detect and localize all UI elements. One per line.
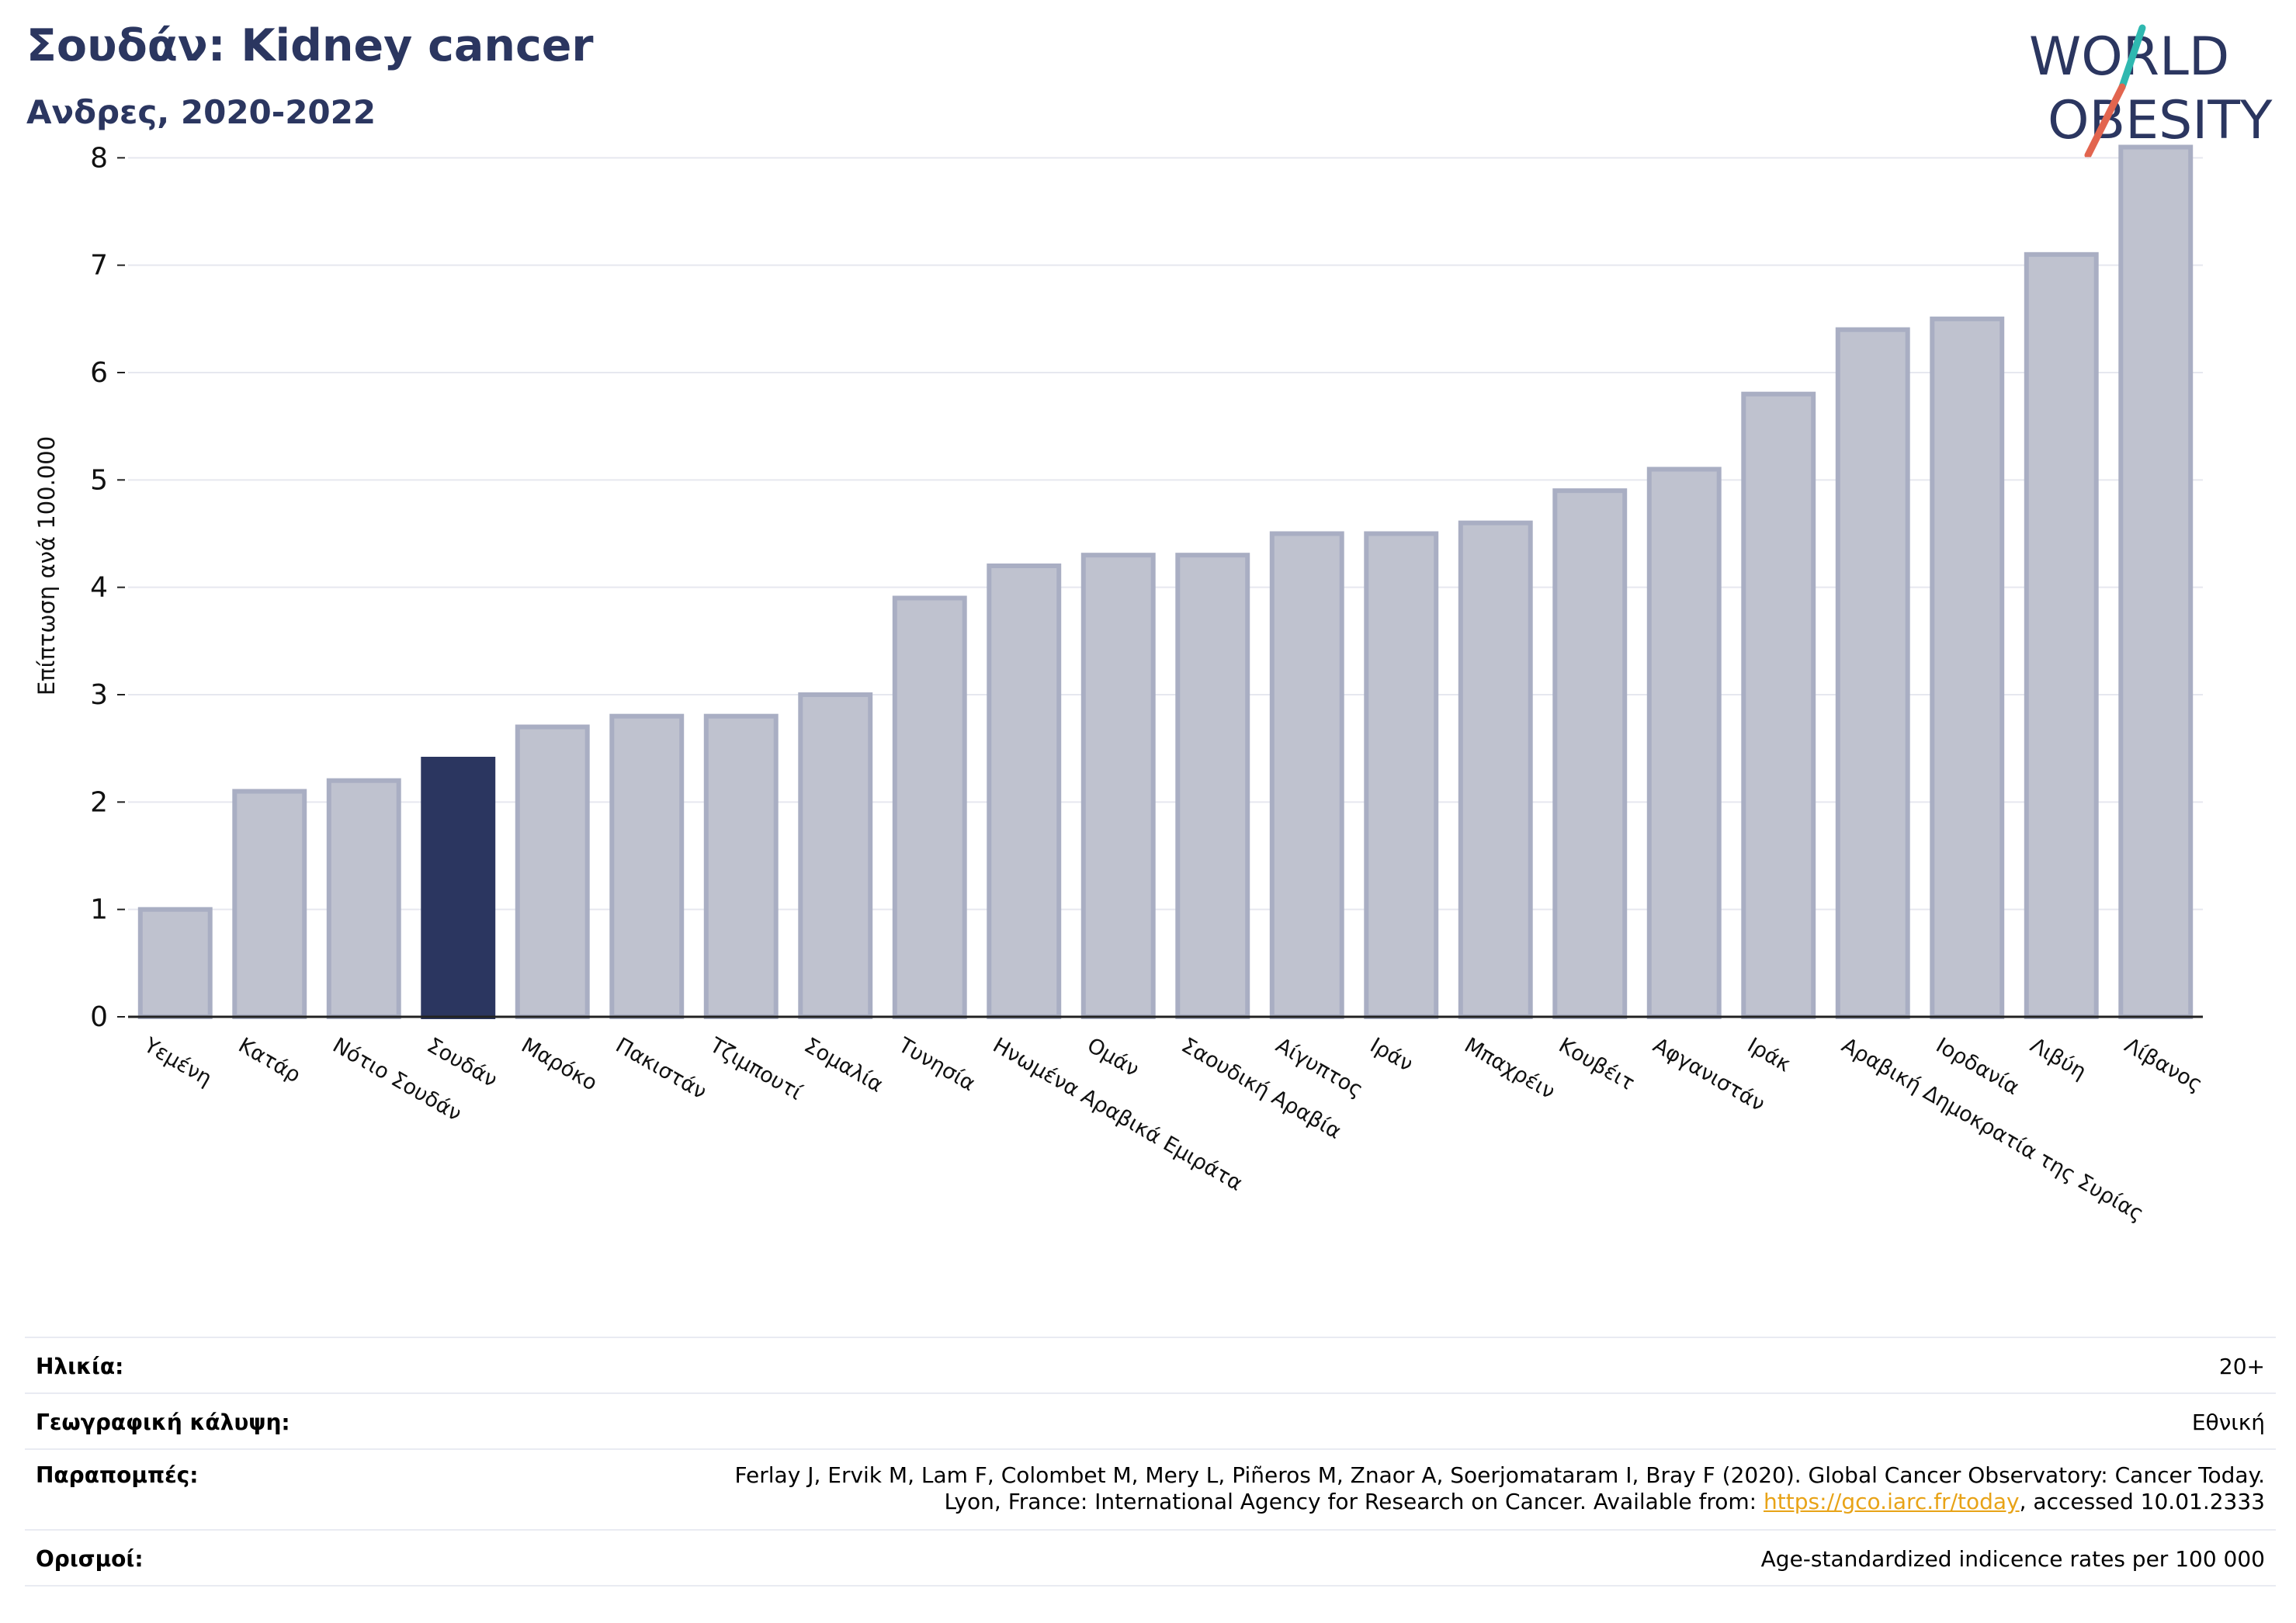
bar-highlighted: [421, 757, 496, 1019]
y-tick-label: 6: [90, 357, 108, 389]
bar: [703, 713, 779, 1020]
bar: [1646, 466, 1722, 1019]
references-link[interactable]: https://gco.iarc.fr/today: [1764, 1489, 2020, 1514]
x-tick-label: Κουβέιτ: [1555, 1033, 1639, 1095]
x-tick-label: Πακιστάν: [612, 1033, 711, 1105]
info-row-age: Ηλικία: 20+: [25, 1338, 2276, 1394]
y-axis-label: Επίπτωση ανά 100.000: [33, 436, 60, 695]
bar: [1458, 520, 1533, 1019]
x-tick-label: Σαουδική Αραβία: [1177, 1033, 1345, 1144]
coverage-value: Εθνική: [2191, 1410, 2265, 1435]
bar: [1364, 531, 1439, 1019]
y-tick-label: 5: [90, 464, 108, 496]
x-tick-label: Ιράν: [1366, 1033, 1417, 1077]
bar: [987, 564, 1062, 1019]
y-tick-label: 3: [90, 679, 108, 711]
x-tick-label: Ιράκ: [1743, 1033, 1795, 1077]
x-tick-label: Σομαλία: [800, 1033, 887, 1098]
x-tick-label: Υεμένη: [139, 1033, 216, 1091]
y-tick-label: 2: [90, 786, 108, 818]
definitions-label: Ορισμοί:: [36, 1546, 144, 1572]
y-tick-labels: 0 1 2 3 4 5 6 7 8: [90, 142, 125, 1033]
references-line-2-suffix: , accessed 10.01.2333: [2019, 1489, 2265, 1514]
page-title: Σουδάν: Kidney cancer: [26, 20, 594, 71]
y-tick-label: 4: [90, 572, 108, 604]
references-label: Παραπομπές:: [36, 1462, 199, 1488]
bar: [1835, 327, 1910, 1019]
bar: [1269, 531, 1344, 1019]
info-row-coverage: Γεωγραφική κάλυψη: Εθνική: [25, 1394, 2276, 1450]
info-row-references: Παραπομπές: Ferlay J, Ervik M, Lam F, Co…: [25, 1450, 2276, 1531]
x-tick-label: Κατάρ: [234, 1033, 305, 1087]
logo-slash-teal: [2118, 24, 2146, 91]
bar: [892, 595, 967, 1019]
y-tick-label: 7: [90, 250, 108, 282]
references-line-2: Lyon, France: International Agency for R…: [734, 1489, 2265, 1515]
info-row-definitions: Ορισμοί: Age-standardized indicence rate…: [25, 1531, 2276, 1587]
page-subtitle: Ανδρες, 2020-2022: [26, 93, 376, 131]
coverage-label: Γεωγραφική κάλυψη:: [36, 1410, 290, 1435]
x-tick-label: Μαρόκο: [517, 1033, 601, 1095]
bar: [515, 724, 590, 1019]
bars: [137, 144, 2194, 1020]
age-value: 20+: [2218, 1354, 2265, 1379]
references-line-2-prefix: Lyon, France: International Agency for R…: [944, 1489, 1764, 1514]
x-tick-label: Σουδάν: [423, 1033, 501, 1092]
bar: [1930, 316, 2005, 1020]
x-tick-label: Μπαχρέιν: [1460, 1033, 1559, 1104]
x-tick-label: Τζιμπουτί: [705, 1033, 806, 1105]
y-tick-label: 1: [90, 894, 108, 926]
x-tick-label: Λίβανος: [2121, 1033, 2207, 1097]
bar: [609, 713, 685, 1020]
y-tick-label: 8: [90, 142, 108, 174]
x-tick-label: Λιβύη: [2026, 1033, 2090, 1084]
world-obesity-logo: WORLD OBESITY: [2029, 24, 2273, 159]
x-tick-label: Τυνησία: [893, 1033, 979, 1097]
references-line-1: Ferlay J, Ervik M, Lam F, Colombet M, Me…: [734, 1462, 2265, 1488]
bar: [1175, 553, 1250, 1019]
bar: [798, 692, 873, 1019]
references-value: Ferlay J, Ervik M, Lam F, Colombet M, Me…: [734, 1462, 2265, 1515]
definitions-value: Age-standardized indicence rates per 100…: [1760, 1546, 2265, 1572]
logo-slash-red: [2084, 83, 2126, 159]
bar: [326, 778, 401, 1020]
bar: [1741, 391, 1816, 1019]
bar: [2024, 251, 2099, 1020]
bar: [137, 907, 213, 1019]
y-tick-label: 0: [90, 1001, 108, 1033]
bar: [1552, 488, 1628, 1019]
bar: [1080, 553, 1156, 1019]
x-tick-label: Ομάν: [1083, 1033, 1143, 1082]
age-label: Ηλικία:: [36, 1354, 124, 1379]
bar: [2118, 144, 2194, 1019]
logo-word-obesity: OBESITY: [2048, 90, 2273, 151]
info-table: Ηλικία: 20+ Γεωγραφική κάλυψη: Εθνική Πα…: [25, 1337, 2276, 1587]
bar: [232, 789, 307, 1019]
